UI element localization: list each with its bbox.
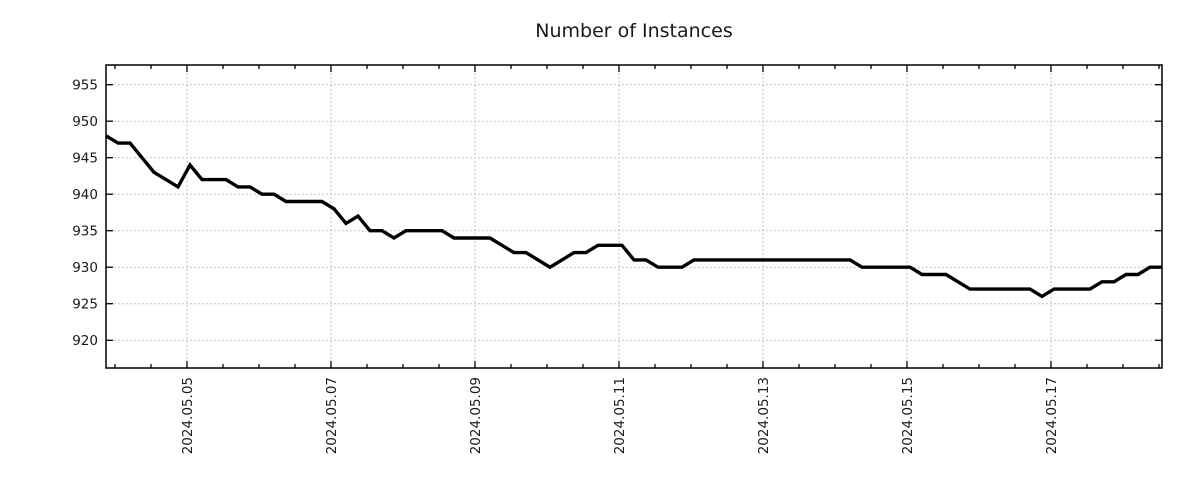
chart-title: Number of Instances (535, 20, 732, 42)
grid-lines (106, 65, 1162, 368)
x-tick-label: 2024.05.13 (756, 377, 772, 454)
x-tick-label: 2024.05.05 (180, 377, 196, 454)
y-tick-labels: 955 950 945 940 935 930 925 920 (72, 77, 98, 349)
y-tick-label: 930 (72, 260, 98, 276)
y-tick-label: 950 (72, 114, 98, 130)
plot-border (105, 64, 1163, 369)
y-tick-label: 940 (72, 187, 98, 203)
y-tick-label: 925 (72, 296, 98, 312)
y-tick-label: 920 (72, 333, 98, 349)
x-tick-label: 2024.05.07 (324, 377, 340, 454)
y-tick-label: 935 (72, 223, 98, 239)
x-tick-label: 2024.05.17 (1044, 377, 1060, 454)
x-tick-label: 2024.05.09 (468, 377, 484, 454)
y-tick-label: 955 (72, 77, 98, 93)
x-tick-labels: 2024.05.05 2024.05.07 2024.05.09 2024.05.11… (180, 377, 1060, 454)
series-line (105, 134, 1162, 299)
x-tick-label: 2024.05.11 (612, 377, 628, 454)
x-tick-label: 2024.05.15 (900, 377, 916, 454)
y-tick-label: 945 (72, 150, 98, 166)
tick-marks (106, 65, 1162, 368)
